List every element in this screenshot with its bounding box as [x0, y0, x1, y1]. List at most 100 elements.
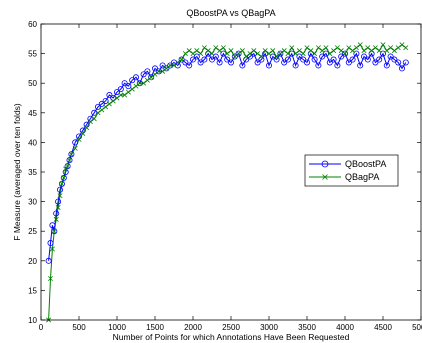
data-point — [217, 48, 223, 54]
data-point — [103, 104, 109, 110]
data-point — [269, 53, 276, 60]
data-point — [338, 53, 345, 60]
data-point — [266, 51, 272, 57]
data-point — [182, 51, 188, 57]
data-point — [365, 45, 371, 51]
x-tick-label: 3000 — [260, 323, 278, 332]
data-point — [121, 80, 128, 87]
data-point — [353, 45, 359, 51]
data-point — [80, 131, 86, 137]
data-point — [212, 53, 219, 60]
data-point — [175, 59, 181, 65]
plot-frame — [40, 23, 422, 321]
data-point — [384, 48, 390, 54]
y-tick-label: 40 — [28, 138, 37, 147]
data-point — [255, 51, 261, 57]
data-point — [57, 186, 64, 193]
data-point — [60, 174, 67, 181]
data-point — [57, 193, 63, 199]
data-point — [232, 54, 238, 60]
y-tick-label: 30 — [28, 198, 37, 207]
data-point — [296, 48, 302, 54]
data-point — [334, 45, 340, 51]
data-point — [372, 59, 379, 66]
data-point — [247, 51, 253, 57]
data-point — [197, 59, 204, 66]
data-point — [281, 59, 288, 66]
data-point — [254, 59, 261, 66]
data-point — [357, 62, 364, 69]
data-point — [148, 74, 155, 81]
data-point — [151, 65, 158, 72]
x-tick-label: 4500 — [374, 323, 392, 332]
data-point — [403, 45, 409, 51]
data-point — [228, 48, 234, 54]
data-point — [189, 56, 196, 63]
data-point — [376, 56, 383, 63]
data-point — [95, 103, 102, 110]
data-point — [117, 86, 124, 93]
x-tick-label: 1500 — [146, 323, 164, 332]
data-point — [51, 228, 58, 235]
legend-label: QBagPA — [345, 172, 379, 182]
data-point — [258, 54, 264, 60]
data-point — [300, 51, 306, 57]
data-point — [59, 181, 65, 187]
data-point — [322, 50, 329, 57]
data-point — [224, 56, 231, 63]
data-point — [323, 45, 329, 51]
data-point — [163, 65, 169, 71]
y-tick-label: 20 — [28, 257, 37, 266]
data-point — [148, 74, 154, 80]
data-point — [110, 98, 116, 104]
data-point — [140, 71, 147, 78]
data-point — [209, 51, 215, 57]
x-tick-label: 5000 — [412, 323, 422, 332]
data-point — [277, 51, 283, 57]
y-axis-label: F Measure (averaged over ten folds) — [12, 103, 22, 241]
data-point — [129, 77, 136, 84]
data-point — [357, 42, 363, 48]
data-point — [186, 62, 193, 69]
y-tick-label: 25 — [28, 227, 37, 236]
data-point — [353, 50, 360, 57]
legend-entry: QBagPA — [309, 172, 379, 182]
data-point — [213, 45, 219, 51]
data-point — [167, 62, 174, 69]
series-layer — [45, 42, 409, 323]
data-point — [129, 86, 135, 92]
data-point — [49, 246, 55, 252]
data-point — [270, 48, 276, 54]
data-point — [243, 54, 249, 60]
x-tick-label: 0 — [39, 323, 44, 332]
data-point — [311, 56, 318, 63]
data-point — [331, 48, 337, 54]
data-point — [144, 68, 151, 75]
data-point — [391, 48, 397, 54]
data-point — [68, 151, 74, 157]
y-tick-label: 60 — [28, 20, 37, 29]
data-point — [65, 163, 71, 169]
data-point — [315, 62, 322, 69]
legend-label: QBoostPA — [345, 159, 386, 169]
data-point — [61, 175, 67, 181]
data-point — [231, 53, 238, 60]
data-point — [341, 50, 348, 57]
data-point — [193, 53, 200, 60]
data-point — [136, 80, 143, 87]
data-point — [155, 68, 162, 75]
data-point — [99, 107, 105, 113]
data-point — [398, 65, 405, 72]
data-point — [47, 240, 54, 247]
data-point — [285, 51, 291, 57]
data-point — [163, 65, 170, 72]
data-point — [64, 163, 71, 170]
data-point — [372, 45, 378, 51]
data-point — [338, 48, 344, 54]
data-point — [349, 56, 356, 63]
data-point — [137, 80, 143, 86]
data-point — [288, 50, 295, 57]
data-point — [395, 59, 402, 66]
data-point — [67, 157, 72, 163]
data-point — [76, 136, 82, 142]
